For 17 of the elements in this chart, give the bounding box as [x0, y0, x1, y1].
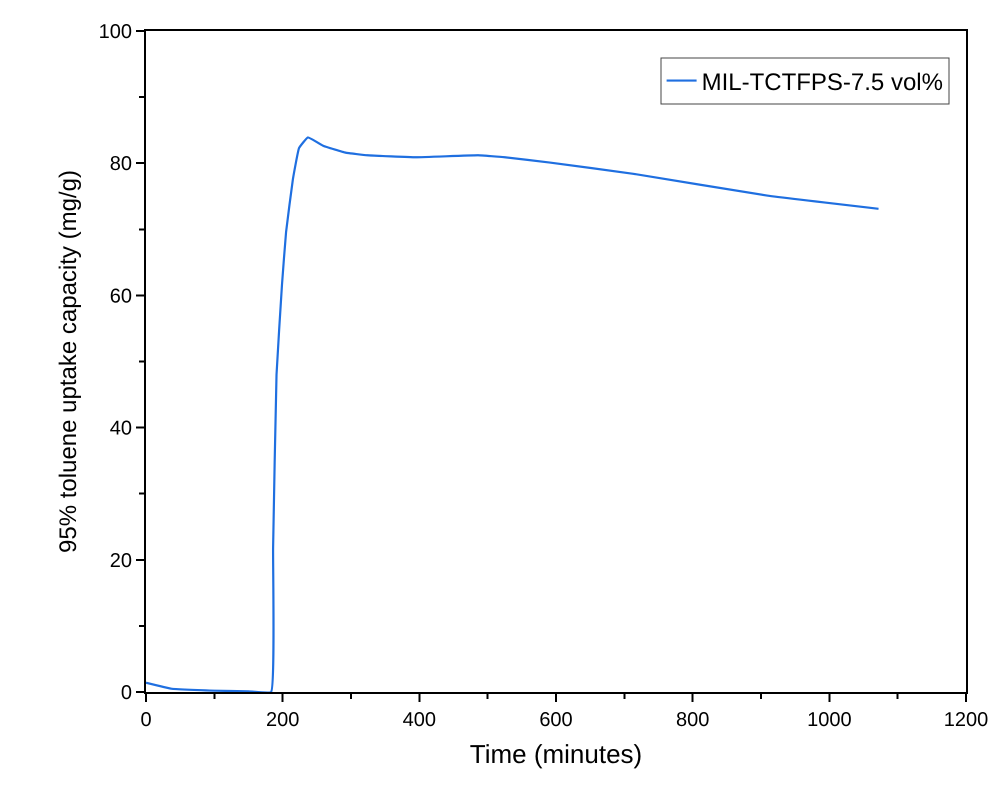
x-tick-label: 600 — [539, 709, 573, 731]
x-tick-label: 1000 — [807, 709, 852, 731]
line-series — [146, 136, 880, 692]
x-axis-title: Time (minutes) — [470, 739, 642, 770]
y-tick-label: 60 — [110, 285, 132, 308]
y-tick-label: 0 — [120, 682, 132, 704]
x-tick-label: 800 — [676, 709, 710, 731]
x-tick-label: 400 — [402, 709, 436, 731]
y-tick-label: 80 — [110, 153, 132, 176]
x-tick-label: 200 — [266, 709, 300, 731]
legend-label: MIL-TCTFPS-7.5 vol% — [702, 68, 943, 96]
y-tick-label: 100 — [98, 21, 132, 43]
y-axis-title: 95% toluene uptake capacity (mg/g) — [55, 170, 82, 553]
x-tick-label: 1200 — [944, 709, 988, 731]
y-tick-label: 40 — [110, 418, 132, 440]
x-tick-label: 0 — [140, 709, 152, 731]
y-tick-label: 20 — [110, 550, 132, 572]
